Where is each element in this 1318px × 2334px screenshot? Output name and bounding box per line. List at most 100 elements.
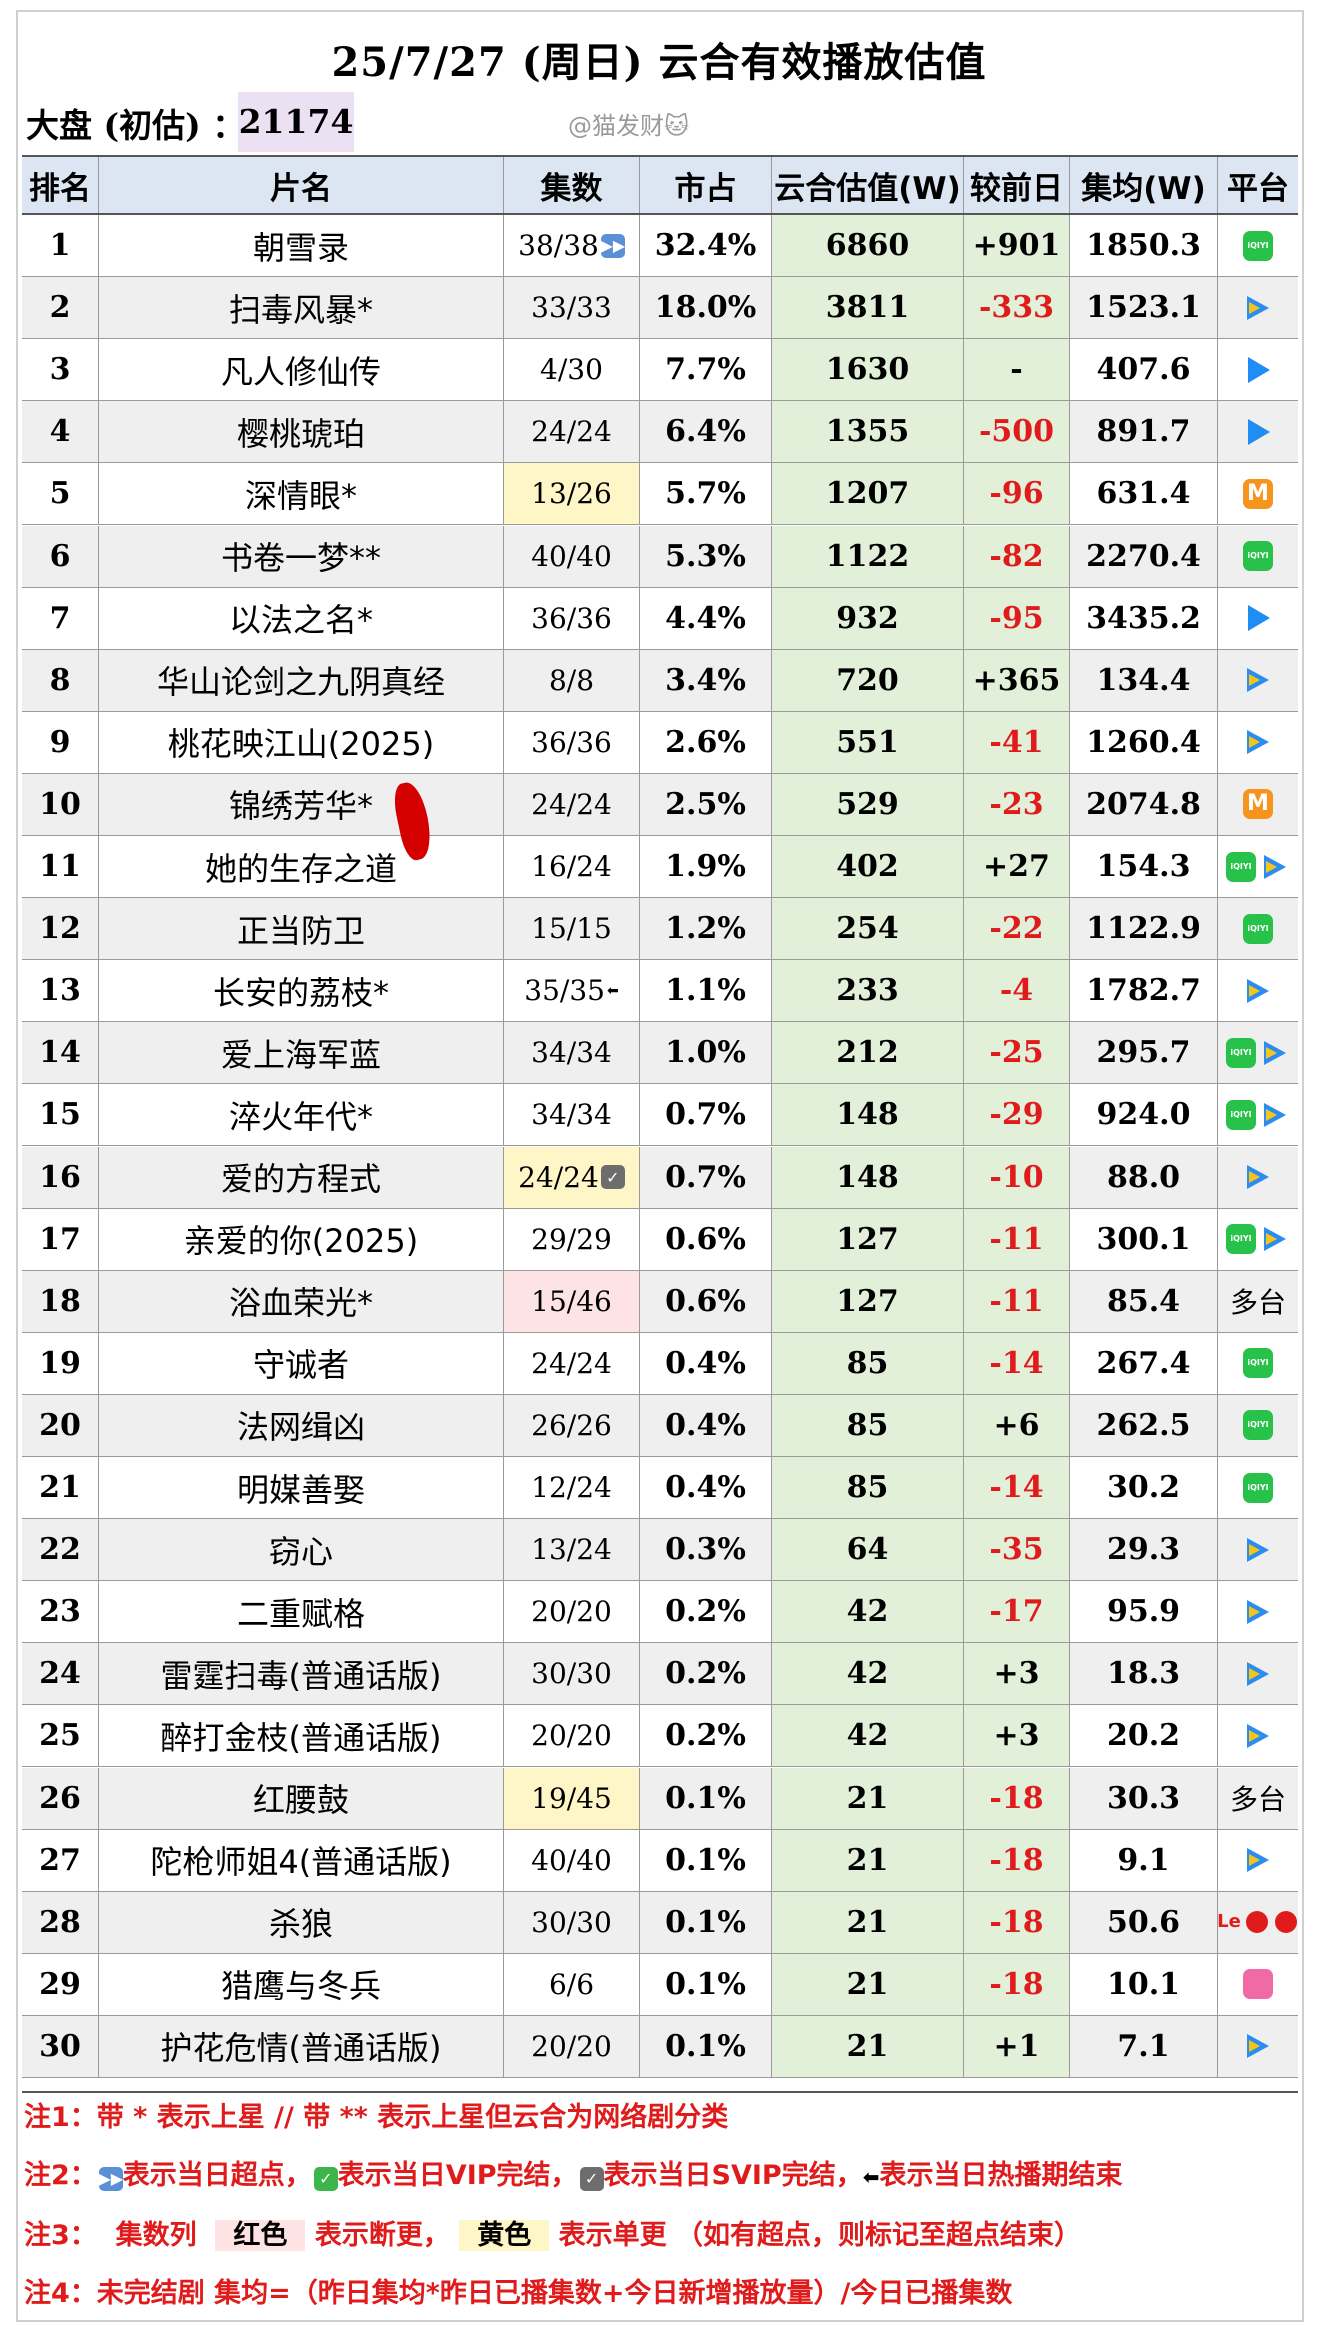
title-cell: 法网缉凶 — [99, 1394, 504, 1456]
episodes-cell: 24/24 — [504, 773, 640, 835]
yunhe-cell: 6860 — [772, 215, 964, 276]
note-1: 注1：带 * 表示上星 // 带 ** 表示上星但云合为网络剧分类 — [24, 2102, 729, 2133]
platform-cell — [1218, 401, 1298, 462]
rank-cell: 29 — [22, 1953, 99, 2015]
platform-cell: iQIYI — [1218, 1457, 1298, 1518]
tencent-video-logo-icon — [1260, 1100, 1290, 1130]
yunhe-cell: 42 — [772, 1705, 964, 1767]
end-arrow-icon: ⬅ — [606, 982, 619, 999]
letv-multi-logo-icon: Le — [1217, 1907, 1299, 1937]
rank-cell: 1 — [22, 215, 99, 276]
avg-cell: 7.1 — [1070, 2015, 1218, 2077]
platform-cell — [1218, 1830, 1298, 1891]
yunhe-cell: 1122 — [772, 525, 964, 587]
dapan-label: 大盘 (初估) ： — [26, 106, 246, 145]
title-cell: 爱上海军蓝 — [99, 1022, 504, 1084]
diff-cell: -18 — [964, 1891, 1070, 1953]
red-circle-logo-icon — [1274, 1911, 1297, 1934]
title-cell: 雷霆扫毒(普通话版) — [99, 1643, 504, 1705]
episodes-cell: 20/20 — [504, 2015, 640, 2077]
iqiyi-logo-icon: iQIYI — [1226, 851, 1256, 882]
title-cell: 淬火年代* — [99, 1084, 504, 1146]
yunhe-cell: 21 — [772, 2015, 964, 2077]
title-cell: 凡人修仙传 — [99, 339, 504, 401]
yunhe-cell: 21 — [772, 1891, 964, 1953]
title-cell: 浴血荣光* — [99, 1270, 504, 1332]
avg-cell: 300.1 — [1070, 1208, 1218, 1270]
episodes-cell: 40/40 — [504, 525, 640, 587]
iqiyi-logo-icon: iQIYI — [1226, 1099, 1256, 1130]
youku-logo-icon — [1243, 603, 1273, 633]
header-share: 市占 — [640, 157, 772, 213]
avg-cell: 2270.4 — [1070, 525, 1218, 587]
avg-cell: 1850.3 — [1070, 215, 1218, 276]
diff-cell: -22 — [964, 898, 1070, 960]
share-cell: 0.2% — [640, 1643, 772, 1705]
avg-cell: 134.4 — [1070, 649, 1218, 711]
avg-cell: 407.6 — [1070, 339, 1218, 401]
episodes-value: 20/20 — [531, 1719, 612, 1753]
platform-cell: Le — [1217, 1892, 1299, 1953]
platform-cell: iQIYI — [1218, 898, 1298, 959]
platform-text: 多台 — [1229, 1783, 1286, 1816]
rank-cell: 6 — [22, 525, 99, 587]
yunhe-cell: 932 — [772, 587, 964, 649]
avg-cell: 1260.4 — [1070, 711, 1218, 773]
episodes-cell: 20/20 — [504, 1581, 640, 1643]
rank-cell: 3 — [22, 339, 99, 401]
platform-cell — [1218, 1954, 1298, 2015]
share-cell: 1.2% — [640, 898, 772, 960]
avg-cell: 20.2 — [1070, 1705, 1218, 1767]
rank-cell: 11 — [22, 836, 99, 897]
avg-cell: 1782.7 — [1070, 960, 1218, 1022]
fast-forward-icon: ▶▶ — [601, 233, 625, 258]
platform-cell: iQIYI — [1218, 836, 1298, 897]
note-3-part-b: 集数列 — [115, 2220, 197, 2251]
episodes-value: 24/24 — [518, 1160, 599, 1194]
platform-cell — [1218, 339, 1298, 400]
note-3-part-d: 表示断更， — [314, 2220, 450, 2251]
yunhe-cell: 720 — [772, 649, 964, 711]
yunhe-cell: 64 — [772, 1519, 964, 1581]
table-row: 25 醉打金枝(普通话版) 20/20 0.2% 42 +3 20.2 — [22, 1705, 1298, 1768]
yunhe-cell: 85 — [772, 1332, 964, 1394]
note-3: 注3： 集数列 红色 表示断更， 黄色 表示单更 （如有超点，则标记至超点结束） — [24, 2214, 1081, 2258]
share-cell: 0.3% — [640, 1519, 772, 1581]
table-row: 7 以法之名* 36/36 4.4% 932 -95 3435.2 — [22, 587, 1298, 650]
header-name: 片名 — [99, 157, 504, 213]
avg-cell: 88.0 — [1070, 1146, 1218, 1208]
rank-cell: 13 — [22, 960, 99, 1022]
episodes-value: 13/26 — [531, 477, 612, 511]
diff-cell: - — [964, 339, 1070, 401]
episodes-value: 20/20 — [531, 1595, 612, 1629]
title-cell: 书卷一梦** — [99, 525, 504, 587]
share-cell: 2.5% — [640, 773, 772, 835]
share-cell: 5.3% — [640, 525, 772, 587]
tencent-video-logo-icon — [1243, 293, 1273, 323]
table-row: 1 朝雪录 38/38 ▶▶ 32.4% 6860 +901 1850.3 iQIYI — [22, 215, 1298, 277]
share-cell: 0.2% — [640, 1705, 772, 1767]
table-row: 30 护花危情(普通话版) 20/20 0.1% 21 +1 7.1 — [22, 2015, 1298, 2078]
yunhe-cell: 212 — [772, 1022, 964, 1084]
platform-text: 多台 — [1229, 1286, 1286, 1320]
tencent-video-logo-icon — [1243, 1659, 1273, 1689]
tencent-video-logo-icon — [1243, 1597, 1273, 1627]
rank-cell: 28 — [22, 1891, 99, 1953]
title-cell: 她的生存之道 — [99, 836, 504, 897]
tencent-video-logo-icon — [1260, 1038, 1290, 1068]
platform-cell — [1218, 2016, 1298, 2077]
diff-cell: -14 — [964, 1457, 1070, 1518]
title-cell: 明媒善娶 — [99, 1457, 504, 1518]
check-green-icon: ✓ — [313, 2167, 338, 2191]
note-3-red-sample: 红色 — [215, 2220, 306, 2251]
check-gray-icon: ✓ — [579, 2167, 604, 2191]
diff-cell: -333 — [964, 277, 1070, 339]
share-cell: 0.7% — [640, 1084, 772, 1146]
episodes-value: 33/33 — [531, 291, 612, 325]
episodes-value: 36/36 — [531, 725, 612, 759]
share-cell: 0.2% — [640, 1581, 772, 1643]
title-cell: 猎鹰与冬兵 — [99, 1953, 504, 2015]
episodes-value: 4/30 — [540, 353, 603, 387]
author-watermark: @猫发财🐱 — [568, 112, 690, 140]
episodes-value: 8/8 — [548, 663, 595, 697]
